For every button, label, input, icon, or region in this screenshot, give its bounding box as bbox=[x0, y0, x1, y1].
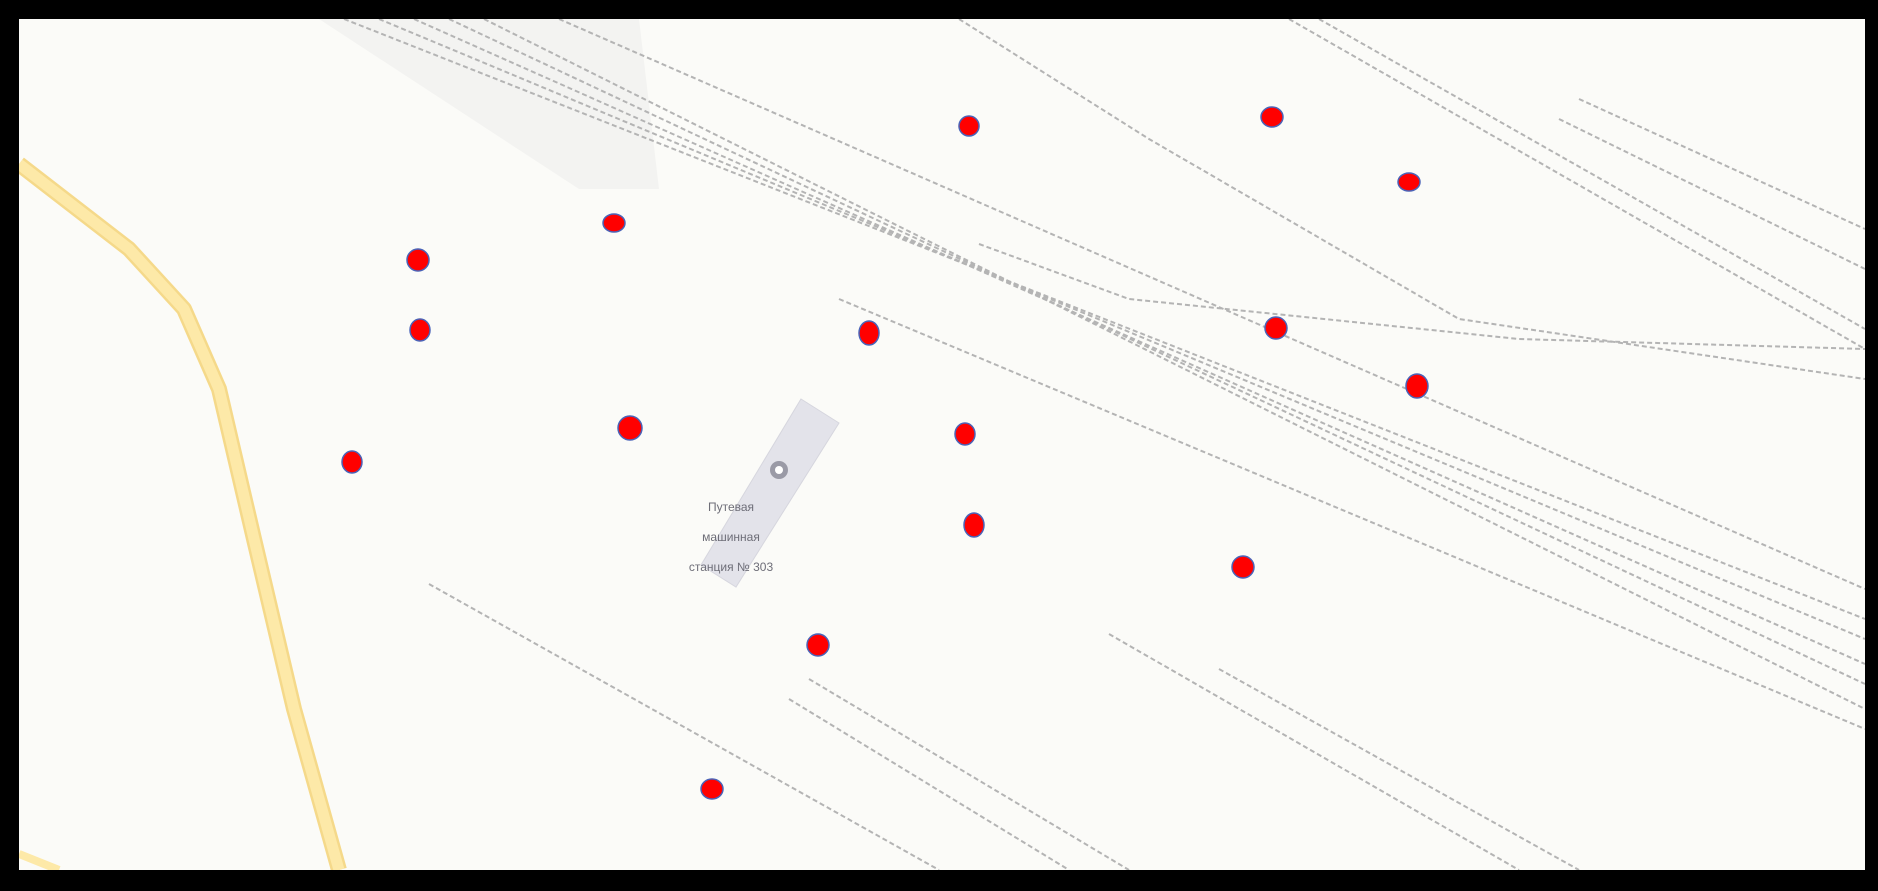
rail-track bbox=[428, 583, 940, 870]
railway-tracks bbox=[343, 19, 1865, 870]
rail-track bbox=[1578, 98, 1865, 230]
marker-group bbox=[341, 106, 1429, 800]
map-marker[interactable] bbox=[958, 115, 980, 137]
map-marker[interactable] bbox=[1264, 316, 1288, 340]
rail-track bbox=[378, 19, 1865, 640]
poi-circle-icon-center bbox=[775, 466, 783, 474]
map-marker[interactable] bbox=[700, 778, 724, 800]
poi-label[interactable]: Путевая машинная станция № 303 bbox=[666, 485, 796, 590]
rail-track bbox=[1218, 668, 1580, 870]
rail-track bbox=[448, 19, 1865, 685]
map-marker[interactable] bbox=[1405, 373, 1429, 399]
rail-track bbox=[958, 19, 1865, 380]
map-marker[interactable] bbox=[406, 248, 430, 272]
map-marker[interactable] bbox=[602, 213, 626, 233]
map-marker[interactable] bbox=[806, 633, 830, 657]
road-corner bbox=[19, 850, 61, 870]
rail-track bbox=[788, 698, 1070, 870]
rail-track bbox=[1318, 19, 1865, 330]
map-marker[interactable] bbox=[1231, 555, 1255, 579]
map-marker[interactable] bbox=[963, 512, 985, 538]
rail-track bbox=[838, 298, 1865, 730]
map-marker[interactable] bbox=[1260, 106, 1284, 128]
rail-track bbox=[413, 19, 1865, 665]
road-casing bbox=[19, 157, 347, 870]
rail-track bbox=[978, 243, 1865, 350]
poi-label-line: машинная bbox=[702, 530, 760, 544]
rail-track bbox=[1558, 118, 1865, 270]
map-marker[interactable] bbox=[858, 320, 880, 346]
map-marker[interactable] bbox=[1397, 172, 1421, 192]
map-shade-area bbox=[319, 19, 659, 189]
map-marker[interactable] bbox=[954, 422, 976, 446]
building-footprint[interactable] bbox=[700, 398, 840, 588]
map-marker[interactable] bbox=[409, 318, 431, 342]
rail-track bbox=[483, 19, 1865, 710]
rail-track bbox=[558, 19, 1865, 590]
rail-track bbox=[1108, 633, 1520, 870]
rail-track bbox=[343, 19, 1865, 620]
map-layer bbox=[19, 19, 1865, 870]
road bbox=[19, 159, 345, 870]
rail-track bbox=[1288, 19, 1865, 350]
map-marker[interactable] bbox=[617, 415, 643, 441]
poi-label-line: Путевая bbox=[707, 500, 755, 514]
rail-track bbox=[808, 678, 1130, 870]
map-marker[interactable] bbox=[341, 450, 363, 474]
map-canvas[interactable]: Путевая машинная станция № 303 bbox=[19, 19, 1865, 870]
poi-label-line: станция № 303 bbox=[688, 560, 774, 574]
